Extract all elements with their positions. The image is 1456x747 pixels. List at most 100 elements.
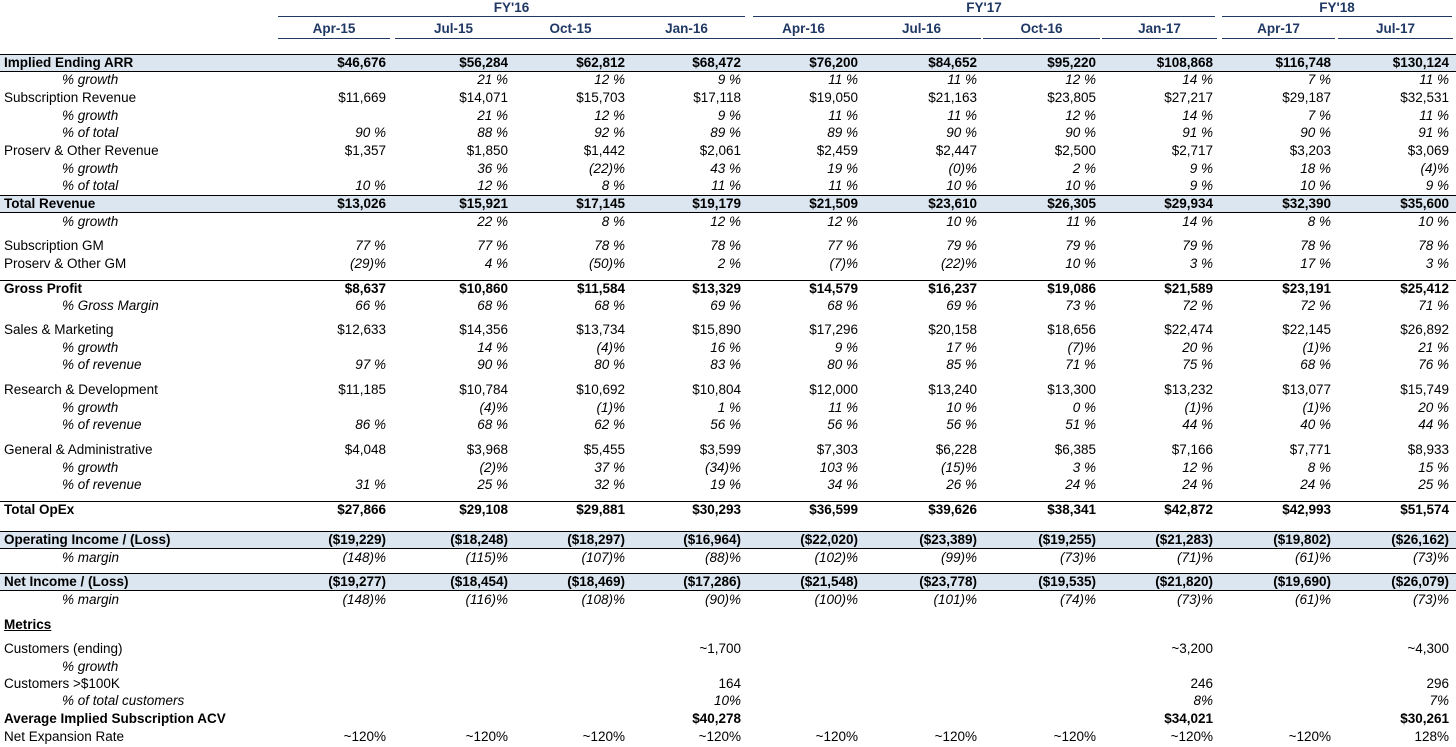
table-cell: 72 % xyxy=(1182,298,1213,313)
table-cell: 43 % xyxy=(710,161,741,176)
table-cell: (101)% xyxy=(933,592,977,607)
table-cell xyxy=(983,616,1096,634)
table-cell xyxy=(862,658,977,676)
table-cell: 80 % xyxy=(594,357,625,372)
table-cell: 69 % xyxy=(710,298,741,313)
table-cell: 56 % xyxy=(710,417,741,432)
table-cell: $29,108 xyxy=(459,502,508,517)
table-cell: (108)% xyxy=(581,592,625,607)
table-cell: (29)% xyxy=(349,256,386,271)
table-cell: $11,669 xyxy=(338,90,386,105)
table-row: Net Expansion Rate ~120% ~120% ~120% ~120% ~1… xyxy=(0,728,1456,746)
table-cell: 37 % xyxy=(594,460,625,475)
row-label: % growth xyxy=(62,161,119,176)
table-cell: 9 % xyxy=(717,108,741,123)
table-cell: 7 % xyxy=(1307,72,1331,87)
fiscal-year-header-fy18: FY'18 xyxy=(1222,0,1452,17)
table-cell: 77 % xyxy=(355,238,386,253)
row-label: % growth xyxy=(62,340,119,355)
table-cell: 62 % xyxy=(594,417,625,432)
table-cell: $68,472 xyxy=(692,55,741,70)
table-cell xyxy=(1222,616,1331,634)
table-row: % growth 36 % (22)% 43 % 19 % (0)% 2 % 9 % 18 % (… xyxy=(0,160,1456,178)
table-cell: (71)% xyxy=(1176,550,1213,565)
table-cell: 24 % xyxy=(1065,477,1096,492)
table-cell: $36,599 xyxy=(809,502,858,517)
table-cell: $30,261 xyxy=(1400,711,1449,726)
table-cell: $10,804 xyxy=(692,382,741,397)
table-cell: 90 % xyxy=(946,125,977,140)
column-header-apr-16: Apr-16 xyxy=(745,19,862,39)
table-cell: 103 % xyxy=(819,460,858,475)
table-cell: $2,500 xyxy=(1054,143,1096,158)
table-cell: $11,185 xyxy=(338,382,386,397)
table-cell: (148)% xyxy=(342,550,386,565)
table-cell: ~120% xyxy=(1053,729,1096,744)
row-label: Subscription Revenue xyxy=(4,90,137,105)
table-cell: ($18,297) xyxy=(567,532,625,547)
table-row: Average Implied Subscription ACV $40,278 $… xyxy=(0,710,1456,728)
table-cell xyxy=(278,107,386,125)
table-cell: $40,278 xyxy=(692,711,741,726)
table-row: Metrics xyxy=(0,616,1456,634)
row-label: Subscription GM xyxy=(4,238,104,253)
table-cell: 77 % xyxy=(827,238,858,253)
table-cell: (1)% xyxy=(1302,340,1331,355)
table-row: % growth 22 % 8 % 12 % 12 % 10 % 11 % 14 % 8 % 10… xyxy=(0,213,1456,231)
table-cell: (61)% xyxy=(1294,592,1331,607)
table-cell: $1,850 xyxy=(466,143,508,158)
table-cell: ($23,778) xyxy=(919,574,977,589)
table-cell: ~120% xyxy=(1288,729,1331,744)
table-row: Customers (ending) ~1,700 ~3,200 ~4,300 xyxy=(0,640,1456,658)
table-cell: $14,579 xyxy=(809,281,858,296)
table-cell: 10 % xyxy=(946,400,977,415)
table-row: % Gross Margin 66 % 68 % 68 % 69 % 68 % 69 % 73… xyxy=(0,297,1456,315)
table-cell: (88)% xyxy=(704,550,741,565)
row-label: Proserv & Other Revenue xyxy=(4,143,159,158)
table-cell: 21 % xyxy=(477,72,508,87)
table-cell: 8 % xyxy=(601,178,625,193)
table-cell: 11 % xyxy=(947,72,977,87)
table-row: % growth 21 % 12 % 9 % 11 % 11 % 12 % 14 % 7 % 11… xyxy=(0,71,1456,89)
table-cell: 24 % xyxy=(1182,477,1213,492)
table-row: Customers >$100K 164 246 296 xyxy=(0,675,1456,693)
table-cell: $3,599 xyxy=(699,442,741,457)
table-cell: 11 % xyxy=(711,178,741,193)
table-cell: 10 % xyxy=(355,178,386,193)
table-cell: 14 % xyxy=(477,340,508,355)
table-cell: 20 % xyxy=(1418,400,1449,415)
table-row: % of revenue 97 % 90 % 80 % 83 % 80 % 85 % 71 %… xyxy=(0,356,1456,374)
table-cell: 8 % xyxy=(1307,214,1331,229)
table-cell: $16,237 xyxy=(928,281,977,296)
table-cell: 31 % xyxy=(355,477,386,492)
table-cell xyxy=(512,658,625,676)
row-label: Proserv & Other GM xyxy=(4,256,127,271)
table-cell xyxy=(512,692,625,710)
table-cell: $19,050 xyxy=(809,90,858,105)
table-cell: $38,341 xyxy=(1047,502,1096,517)
table-cell: 88 % xyxy=(477,125,508,140)
table-cell: ~120% xyxy=(1170,729,1213,744)
table-cell: 71 % xyxy=(1065,357,1096,372)
table-cell: 32 % xyxy=(594,477,625,492)
row-label: General & Administrative xyxy=(4,442,153,457)
table-cell: 89 % xyxy=(710,125,741,140)
fiscal-year-header-fy17: FY'17 xyxy=(753,0,1215,17)
table-cell: 3 % xyxy=(1072,460,1096,475)
table-cell xyxy=(278,71,386,89)
table-cell: $19,086 xyxy=(1047,281,1096,296)
table-cell: (73)% xyxy=(1412,550,1449,565)
table-cell: 90 % xyxy=(477,357,508,372)
table-cell: $2,717 xyxy=(1171,143,1213,158)
table-cell: 128% xyxy=(1414,729,1449,744)
table-cell: 25 % xyxy=(477,477,508,492)
table-cell: $15,749 xyxy=(1400,382,1449,397)
table-cell: $11,584 xyxy=(576,281,625,296)
table-cell xyxy=(983,710,1096,728)
table-cell: 22 % xyxy=(477,214,508,229)
table-cell: $12,633 xyxy=(337,322,386,337)
row-label: Gross Profit xyxy=(4,281,83,296)
table-cell: $15,890 xyxy=(692,322,741,337)
table-cell: 164 xyxy=(718,676,741,691)
